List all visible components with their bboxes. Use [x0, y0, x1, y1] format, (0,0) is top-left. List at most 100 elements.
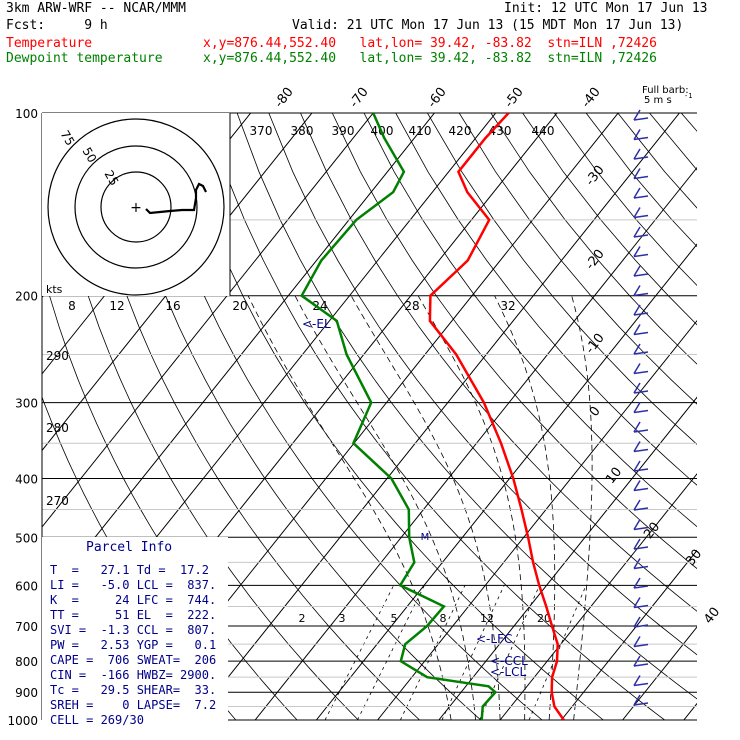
isotherm-line	[438, 396, 697, 720]
isotherm-label: 30	[683, 547, 705, 569]
wind-barb	[633, 148, 649, 160]
wind-barb-flag	[633, 156, 649, 160]
wind-barb-flag	[633, 643, 649, 648]
wind-barb-staff	[633, 343, 641, 355]
forecast-hour: Fcst: 9 h	[6, 18, 108, 33]
dewpoint-line	[300, 113, 498, 720]
dry-adiabat-line	[268, 113, 697, 656]
dry-adiabat-line	[553, 113, 697, 287]
wind-barb	[633, 675, 649, 687]
wind-barb-staff	[633, 129, 641, 140]
wind-barb-flag	[633, 624, 649, 628]
speed-unit-label: kts	[46, 283, 63, 296]
mixing-ratio-label: 3	[339, 612, 346, 625]
isotherm-label: -30	[583, 163, 608, 189]
wind-barb-staff	[633, 636, 641, 647]
isotherm-line	[0, 113, 6, 720]
wind-barb	[633, 597, 649, 609]
isotherm-line	[315, 243, 697, 720]
temperature-legend: Temperature	[6, 36, 93, 51]
wind-barb-flag	[633, 312, 649, 316]
mixing-ratio-line	[357, 585, 425, 720]
wind-barb-staff	[633, 616, 641, 628]
wind-barb-staff	[633, 382, 641, 394]
theta-e-label: 290	[46, 349, 69, 363]
wind-barb-flag	[633, 370, 649, 375]
hodograph-ring-label: 75	[58, 128, 78, 148]
isotherm-line	[42, 113, 374, 528]
wind-barb-staff	[633, 265, 641, 277]
wind-barb	[633, 324, 649, 336]
isotherm-line	[499, 473, 697, 720]
isotherm-label: 0	[587, 404, 604, 420]
wind-barb-staff	[633, 675, 641, 686]
wind-barb	[633, 499, 649, 511]
isotherm-line	[683, 702, 697, 720]
parcel-info-panel: Parcel Info T = 27.1 Td = 17.2 LI = -5.0…	[42, 537, 228, 734]
wind-barb-staff	[633, 694, 641, 706]
wind-barb-staff	[633, 597, 641, 608]
wind-barb-flag	[633, 585, 649, 589]
parcel-row: CELL = 269/30	[50, 713, 144, 727]
lfc-label: <-LFC	[476, 632, 512, 646]
wind-barb	[633, 655, 649, 667]
parcel-row: SVI = -1.3 CCL = 807.	[50, 623, 217, 637]
wind-barb	[633, 480, 649, 492]
wind-barb-staff	[633, 246, 641, 257]
wind-barb-staff	[633, 285, 641, 296]
moist-adiabat-line	[294, 295, 476, 720]
isotherm-line	[42, 113, 435, 605]
wind-barb-staff	[633, 324, 641, 335]
parcel-row: K = 24 LFC = 744.	[50, 593, 217, 607]
wind-barb-flag	[633, 565, 649, 570]
temperature-line	[428, 113, 565, 720]
speed-tick-label: 12	[109, 299, 124, 313]
wind-barb-flag	[633, 390, 649, 394]
moist-adiabat-line	[350, 295, 501, 720]
wind-barb-flag	[633, 331, 649, 336]
isotherm-label: 20	[641, 520, 663, 542]
wind-barb-flag	[633, 214, 649, 219]
wind-barb	[633, 421, 649, 433]
wind-barb-staff	[633, 480, 641, 491]
hodograph-trace	[145, 182, 207, 215]
wind-barb-staff	[633, 421, 641, 433]
wind-barb-flag	[633, 234, 649, 238]
wind-barb	[633, 577, 649, 589]
wind-barb-staff	[633, 577, 641, 589]
isotherm-label: -60	[425, 85, 450, 111]
barb-unit: 5 m s	[644, 95, 672, 106]
barb-title: Full barb:	[642, 85, 689, 96]
wind-barb-flag	[633, 682, 649, 687]
parcel-row: TT = 51 EL = 222.	[50, 608, 217, 622]
wind-barb	[633, 441, 649, 453]
speed-tick-label: 32	[500, 299, 515, 313]
el-label: <-EL	[302, 317, 331, 331]
speed-tick-label: 8	[68, 299, 76, 313]
wind-barb	[633, 558, 649, 570]
dry-adiabat-line	[490, 113, 697, 365]
dewpoint-location: x,y=876.44,552.40 lat,lon= 39.42, -83.82…	[203, 51, 657, 66]
wind-barb-staff	[633, 441, 641, 452]
dry-adiabat-line	[236, 113, 697, 700]
pressure-label: 500	[15, 531, 38, 545]
theta-label: 440	[532, 124, 555, 138]
parcel-row: CAPE = 706 SWEAT= 206	[50, 653, 217, 667]
wind-barb-flag	[633, 429, 649, 433]
wind-barb	[633, 694, 649, 706]
dry-adiabat-line	[617, 113, 697, 209]
wind-barb-flag	[633, 175, 649, 180]
speed-tick-label: 20	[232, 299, 247, 313]
wind-barb-flag	[633, 273, 649, 277]
isotherm-line	[560, 549, 697, 720]
wind-barb	[633, 343, 649, 355]
wind-barb	[633, 304, 649, 316]
isotherm-line	[193, 113, 680, 720]
isotherm-line	[42, 113, 313, 452]
pressure-label: 700	[15, 620, 38, 634]
wind-barb-staff	[633, 148, 641, 160]
hodograph-ring-label: 25	[102, 168, 122, 188]
wind-barb-staff	[633, 558, 641, 569]
wind-barb	[633, 402, 649, 414]
